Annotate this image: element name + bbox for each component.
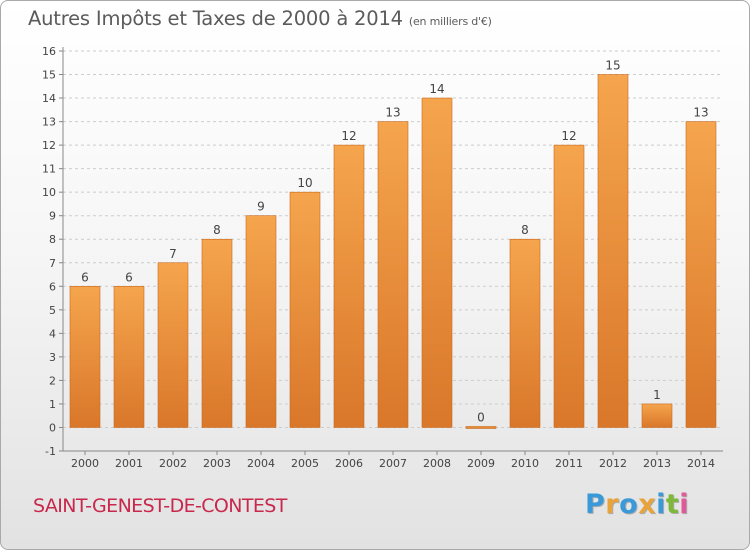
- y-tick-label: 1: [49, 398, 56, 411]
- x-tick-label-2010: 2010: [511, 457, 539, 470]
- data-label-2008: 14: [429, 82, 444, 96]
- logo-letter: i: [656, 489, 666, 520]
- logo-letter: i: [679, 489, 690, 520]
- y-tick-label: 12: [42, 139, 56, 152]
- bar-2014: [685, 121, 717, 428]
- bar-2011: [553, 144, 585, 428]
- bar-2008: [421, 97, 453, 428]
- bar-2005: [289, 191, 321, 428]
- y-tick-label: 9: [49, 210, 56, 223]
- data-label-2004: 9: [257, 200, 265, 214]
- labels: -101234567891011121314151662000620017200…: [42, 45, 715, 470]
- bars: [69, 74, 717, 429]
- bar-2007: [377, 121, 409, 428]
- y-tick-label: 16: [42, 45, 56, 58]
- data-label-2006: 12: [341, 129, 356, 143]
- logo-letter: r: [605, 489, 620, 520]
- x-tick-label-2001: 2001: [115, 457, 143, 470]
- logo-letter: P: [585, 489, 606, 520]
- proxiti-logo: Proxiti: [585, 489, 689, 520]
- data-label-2011: 12: [561, 129, 576, 143]
- chart-title: Autres Impôts et Taxes de 2000 à 2014 (en…: [28, 7, 492, 30]
- bar-2013: [641, 403, 673, 428]
- y-tick-label: 6: [49, 280, 56, 293]
- bar-2012: [597, 74, 629, 428]
- data-label-2002: 7: [169, 247, 177, 261]
- data-label-2013: 1: [653, 388, 661, 402]
- data-label-2012: 15: [605, 59, 620, 73]
- logo-letter: o: [619, 489, 639, 520]
- x-tick-label-2012: 2012: [599, 457, 627, 470]
- x-tick-label-2006: 2006: [335, 457, 363, 470]
- data-label-2010: 8: [521, 223, 529, 237]
- x-tick-label-2014: 2014: [687, 457, 715, 470]
- bar-2003: [201, 238, 233, 428]
- bar-2002: [157, 262, 189, 428]
- y-tick-label: 4: [49, 327, 56, 340]
- y-tick-label: -1: [45, 445, 56, 458]
- y-tick-label: 3: [49, 351, 56, 364]
- x-tick-label-2008: 2008: [423, 457, 451, 470]
- y-tick-label: 2: [49, 374, 56, 387]
- y-tick-label: 10: [42, 186, 56, 199]
- y-tick-label: 7: [49, 257, 56, 270]
- y-tick-label: 13: [42, 116, 56, 129]
- chart-title-main: Autres Impôts et Taxes de 2000 à 2014: [28, 7, 403, 30]
- bar-2010: [509, 238, 541, 428]
- logo-letter: t: [665, 489, 680, 520]
- logo-letter: x: [638, 489, 657, 520]
- chart-title-unit: (en milliers d'€): [408, 15, 492, 28]
- x-tick-label-2013: 2013: [643, 457, 671, 470]
- bar-2001: [113, 285, 145, 428]
- y-tick-label: 15: [42, 69, 56, 82]
- y-tick-label: 14: [42, 92, 56, 105]
- data-label-2003: 8: [213, 223, 221, 237]
- x-tick-label-2003: 2003: [203, 457, 231, 470]
- x-tick-label-2002: 2002: [159, 457, 187, 470]
- data-label-2007: 13: [385, 106, 400, 120]
- y-tick-label: 8: [49, 233, 56, 246]
- data-label-2001: 6: [125, 270, 133, 284]
- bar-2000: [69, 285, 101, 428]
- data-label-2014: 13: [693, 106, 708, 120]
- data-label-2000: 6: [81, 270, 89, 284]
- x-tick-label-2009: 2009: [467, 457, 495, 470]
- bar-2009: [465, 426, 497, 429]
- x-tick-label-2004: 2004: [247, 457, 275, 470]
- place-name: SAINT-GENEST-DE-CONTEST: [33, 495, 287, 517]
- x-tick-label-2000: 2000: [71, 457, 99, 470]
- data-label-2005: 10: [297, 176, 312, 190]
- data-label-2009: 0: [477, 410, 485, 424]
- axes: [59, 47, 723, 455]
- bar-2004: [245, 215, 277, 428]
- y-tick-label: 5: [49, 304, 56, 317]
- bar-2006: [333, 144, 365, 428]
- x-tick-label-2005: 2005: [291, 457, 319, 470]
- y-tick-label: 11: [42, 163, 56, 176]
- x-tick-label-2007: 2007: [379, 457, 407, 470]
- x-tick-label-2011: 2011: [555, 457, 583, 470]
- y-tick-label: 0: [49, 421, 56, 434]
